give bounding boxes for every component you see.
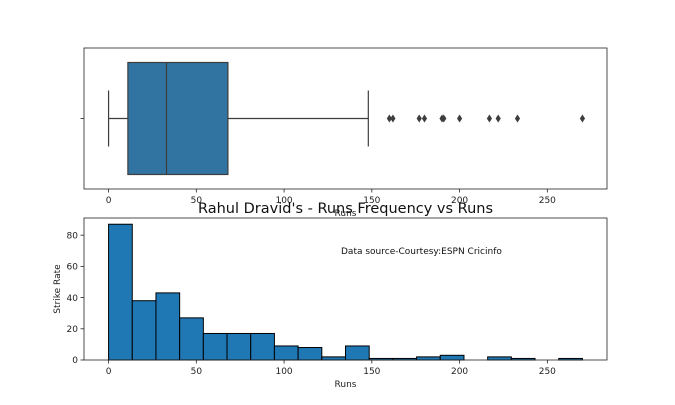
boxplot-x-tick-label: 200 bbox=[451, 196, 468, 206]
histogram-bar bbox=[202, 332, 228, 361]
outlier-point bbox=[486, 114, 493, 123]
histogram-bars bbox=[108, 223, 583, 361]
outlier-point bbox=[416, 114, 422, 123]
histogram-y-tick-label: 20 bbox=[67, 325, 79, 335]
boxplot-x-ticks: 0 50 100 150 200 250 bbox=[80, 118, 556, 206]
histogram-x-tick-label: 0 bbox=[106, 367, 112, 377]
histogram-bar bbox=[273, 345, 299, 361]
outlier-point bbox=[514, 114, 521, 123]
histogram-bar bbox=[321, 356, 346, 361]
outlier-point bbox=[390, 114, 396, 123]
histogram-y-tick-label: 80 bbox=[67, 231, 79, 241]
histogram-x-tick-label: 250 bbox=[539, 367, 556, 377]
histogram-bar bbox=[131, 300, 157, 361]
histogram-bar bbox=[345, 345, 370, 361]
histogram-bar bbox=[416, 356, 441, 361]
outlier-point bbox=[441, 114, 447, 123]
outlier-point bbox=[421, 114, 428, 123]
runs-boxplot: 0 50 100 150 200 250 Runs bbox=[80, 47, 608, 219]
histogram-bar bbox=[226, 332, 252, 361]
boxplot-x-tick-label: 50 bbox=[191, 196, 203, 206]
histogram-bar bbox=[179, 317, 204, 361]
boxplot-x-axis-label: Runs bbox=[335, 209, 357, 219]
histogram-frame bbox=[83, 217, 608, 361]
histogram-bar bbox=[108, 223, 133, 361]
outlier-point bbox=[495, 114, 501, 123]
histogram-x-ticks: 0 50 100 150 200 250 bbox=[106, 360, 556, 377]
histogram-x-axis-label: Runs bbox=[335, 380, 357, 390]
histogram-bar bbox=[439, 354, 465, 361]
histogram-bar bbox=[297, 347, 323, 361]
histogram-y-axis-label: Strike Rate bbox=[53, 264, 63, 314]
histogram-x-tick-label: 50 bbox=[191, 367, 203, 377]
iqr-box bbox=[127, 61, 229, 176]
boxplot-x-tick-label: 100 bbox=[275, 196, 292, 206]
boxplot-x-tick-label: 0 bbox=[106, 196, 112, 206]
boxplot-x-tick-label: 150 bbox=[363, 196, 380, 206]
histogram-x-tick-label: 150 bbox=[363, 367, 380, 377]
boxplot-x-tick-label: 250 bbox=[539, 196, 556, 206]
histogram-bar bbox=[250, 332, 275, 361]
outlier-point bbox=[456, 114, 463, 123]
histogram-y-tick-label: 40 bbox=[67, 294, 79, 304]
chart-title: Rahul Dravid's - Runs Frequency vs Runs bbox=[198, 201, 493, 217]
histogram-y-tick-label: 0 bbox=[72, 356, 78, 366]
histogram-x-tick-label: 100 bbox=[275, 367, 292, 377]
outlier-point bbox=[579, 114, 586, 123]
histogram-bar bbox=[155, 292, 181, 361]
outlier-point bbox=[386, 114, 392, 123]
histogram-x-tick-label: 200 bbox=[451, 367, 468, 377]
data-source-annotation: Data source-Courtesy:ESPN Cricinfo bbox=[341, 247, 502, 257]
histogram-bar bbox=[487, 356, 512, 361]
boxplot-marks bbox=[107, 61, 586, 176]
runs-histogram: Rahul Dravid's - Runs Frequency vs Runs … bbox=[53, 201, 608, 390]
histogram-y-ticks: 0 20 40 60 80 bbox=[67, 231, 84, 366]
histogram-y-tick-label: 60 bbox=[67, 263, 79, 273]
